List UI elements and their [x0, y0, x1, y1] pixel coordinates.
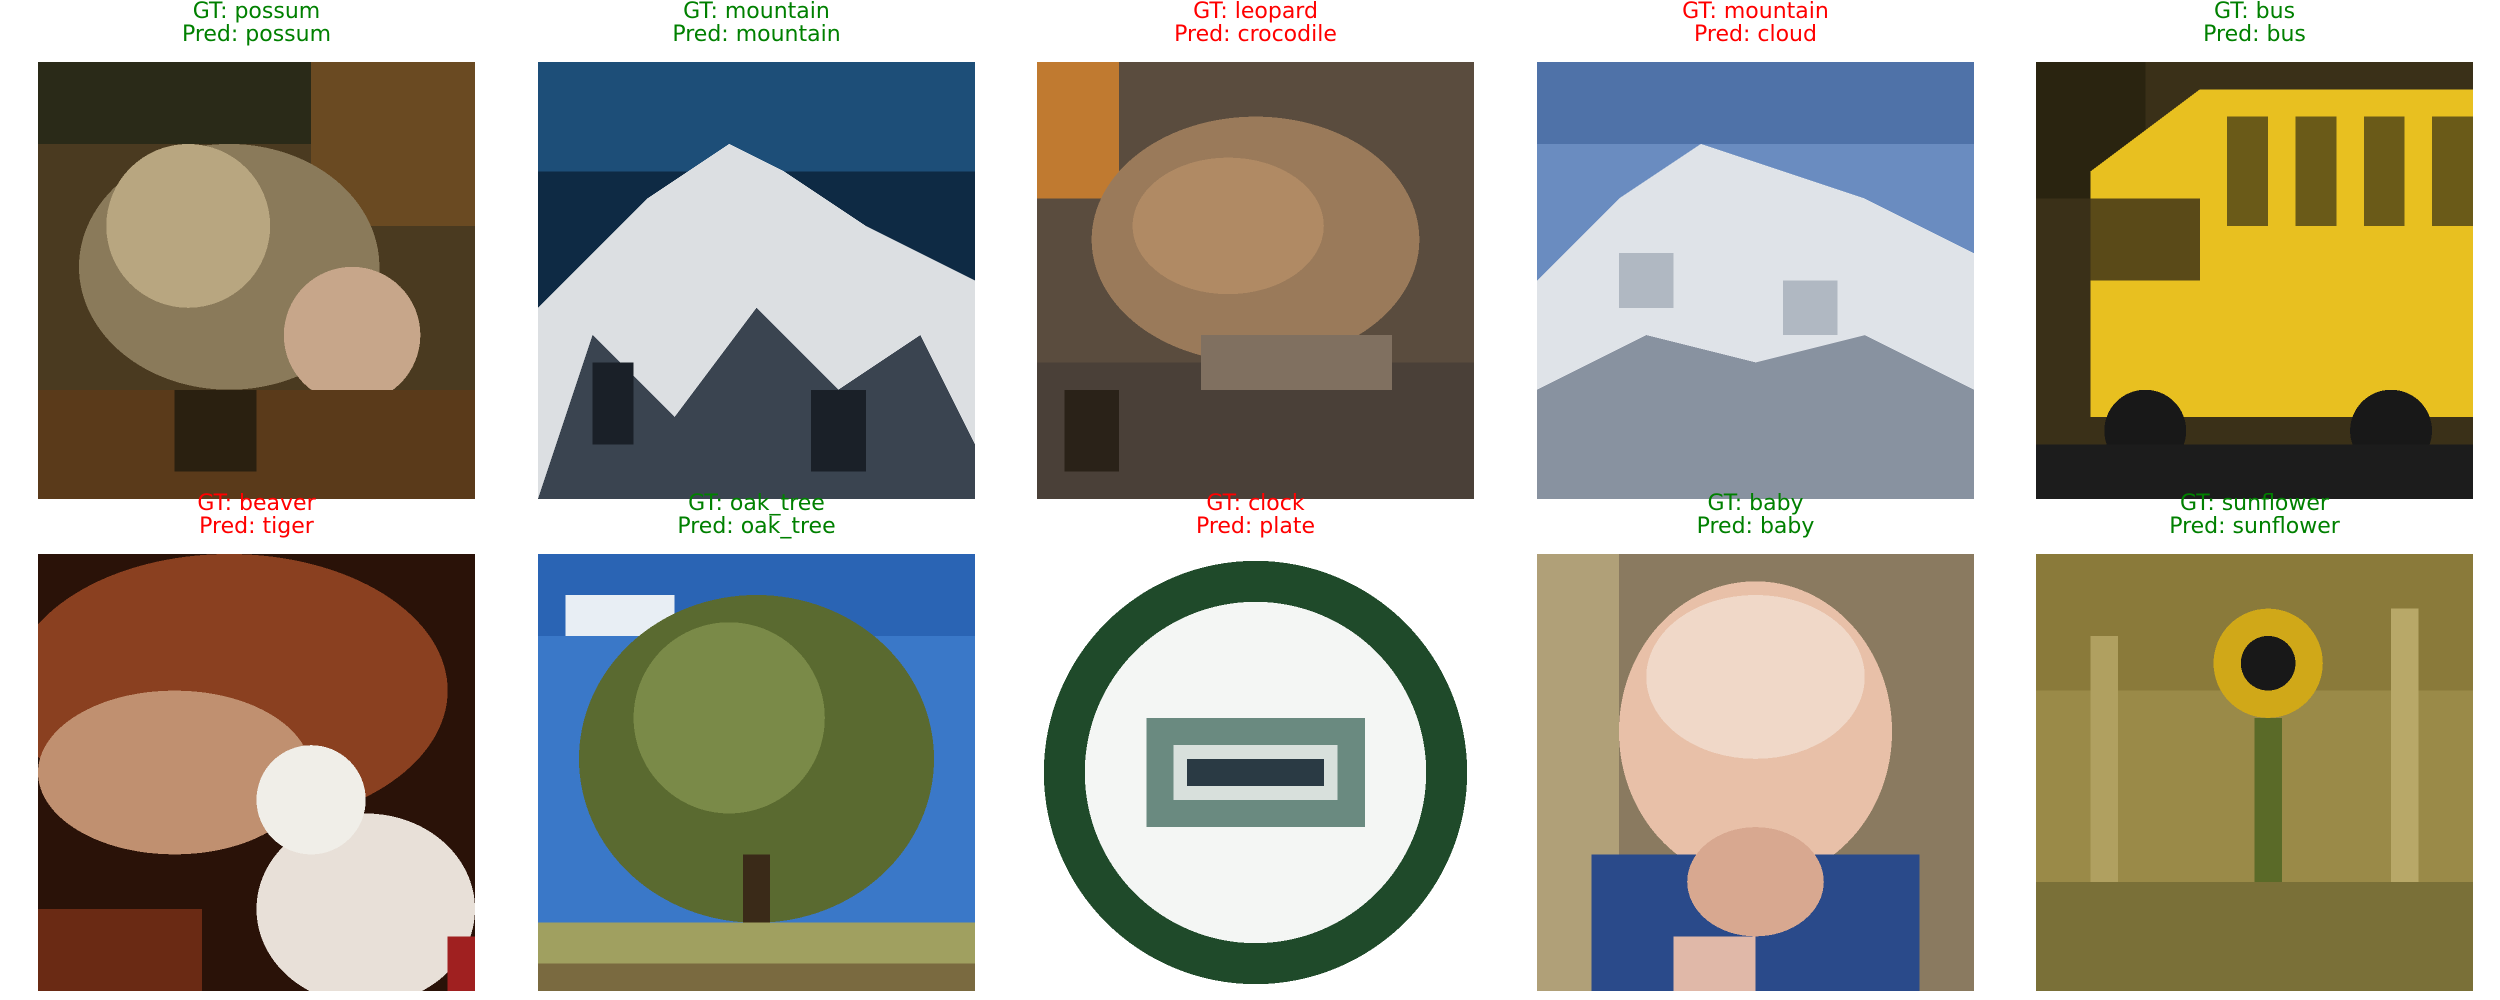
prediction-label: Pred: plate [1195, 514, 1316, 539]
ground-truth-label: GT: possum [192, 0, 321, 24]
prediction-label: Pred: crocodile [1174, 22, 1337, 47]
sample-caption: GT: leopard Pred: crocodile [1037, 0, 1474, 50]
thumbnail-graphic [1537, 62, 1974, 499]
sample-image [538, 62, 975, 499]
sample-caption: GT: clock Pred: plate [1037, 492, 1474, 542]
sample-caption: GT: possum Pred: possum [38, 0, 475, 50]
thumbnail-graphic [1037, 554, 1474, 991]
prediction-label: Pred: bus [2203, 22, 2306, 47]
prediction-label: Pred: sunflower [2169, 514, 2340, 539]
sample-cell: GT: beaver Pred: tiger [38, 492, 475, 991]
prediction-label: Pred: possum [181, 22, 332, 47]
sample-cell: GT: sunflower Pred: sunflower [2036, 492, 2473, 991]
thumbnail-graphic [38, 554, 475, 991]
prediction-label: Pred: mountain [672, 22, 841, 47]
sample-cell: GT: clock Pred: plate [1037, 492, 1474, 991]
thumbnail-graphic [538, 554, 975, 991]
sample-image [2036, 554, 2473, 991]
thumbnail-graphic [38, 62, 475, 499]
ground-truth-label: GT: bus [2213, 0, 2296, 24]
sample-image [38, 554, 475, 991]
sample-image [1537, 62, 1974, 499]
thumbnail-graphic [538, 62, 975, 499]
sample-image [538, 554, 975, 991]
ground-truth-label: GT: clock [1206, 491, 1305, 516]
sample-cell: GT: leopard Pred: crocodile [1037, 0, 1474, 499]
ground-truth-label: GT: beaver [197, 491, 316, 516]
ground-truth-label: GT: leopard [1193, 0, 1318, 24]
ground-truth-label: GT: mountain [1682, 0, 1829, 24]
thumbnail-graphic [1037, 62, 1474, 499]
sample-image [1037, 62, 1474, 499]
sample-image [2036, 62, 2473, 499]
sample-cell: GT: mountain Pred: cloud [1537, 0, 1974, 499]
sample-cell: GT: mountain Pred: mountain [538, 0, 975, 499]
sample-caption: GT: mountain Pred: cloud [1537, 0, 1974, 50]
sample-cell: GT: possum Pred: possum [38, 0, 475, 499]
thumbnail-graphic [2036, 554, 2473, 991]
sample-caption: GT: mountain Pred: mountain [538, 0, 975, 50]
sample-image [1037, 554, 1474, 991]
thumbnail-graphic [1537, 554, 1974, 991]
ground-truth-label: GT: sunflower [2180, 491, 2329, 516]
sample-cell: GT: bus Pred: bus [2036, 0, 2473, 499]
prediction-label: Pred: oak_tree [677, 514, 836, 539]
sample-cell: GT: baby Pred: baby [1537, 492, 1974, 991]
ground-truth-label: GT: mountain [683, 0, 830, 24]
prediction-label: Pred: baby [1696, 514, 1815, 539]
prediction-label: Pred: cloud [1694, 22, 1817, 47]
sample-caption: GT: oak_tree Pred: oak_tree [538, 492, 975, 542]
sample-caption: GT: bus Pred: bus [2036, 0, 2473, 50]
thumbnail-graphic [2036, 62, 2473, 499]
prediction-label: Pred: tiger [199, 514, 314, 539]
sample-image [38, 62, 475, 499]
sample-caption: GT: baby Pred: baby [1537, 492, 1974, 542]
ground-truth-label: GT: baby [1707, 491, 1804, 516]
sample-cell: GT: oak_tree Pred: oak_tree [538, 492, 975, 991]
sample-image [1537, 554, 1974, 991]
sample-caption: GT: beaver Pred: tiger [38, 492, 475, 542]
sample-caption: GT: sunflower Pred: sunflower [2036, 492, 2473, 542]
ground-truth-label: GT: oak_tree [688, 491, 825, 516]
